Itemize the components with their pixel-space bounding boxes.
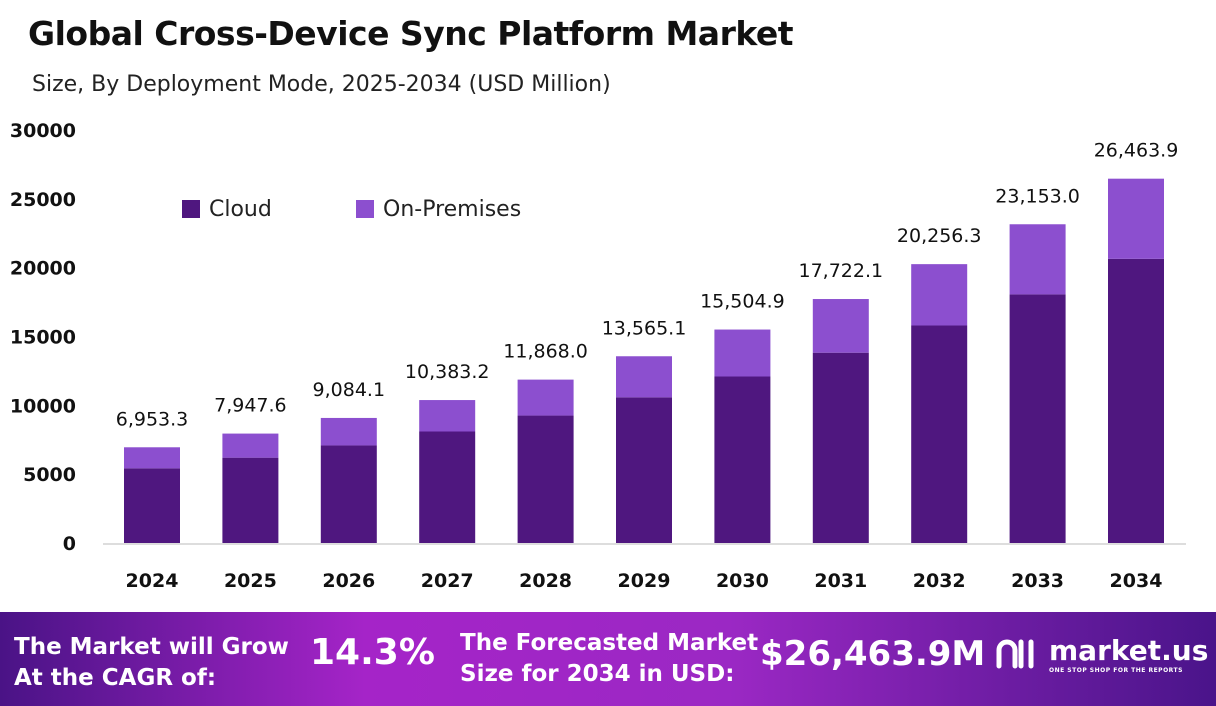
x-tick-label: 2032 — [913, 570, 966, 592]
data-label-2025: 7,947.6 — [214, 395, 287, 417]
chart-title: Global Cross-Device Sync Platform Market — [28, 14, 794, 53]
bar-cloud-2026 — [320, 445, 377, 543]
legend-swatch-cloud — [182, 200, 200, 218]
legend-swatch-on-premises — [356, 200, 374, 218]
logo-icon — [996, 639, 1034, 669]
x-tick-label: 2026 — [322, 570, 375, 592]
bar-on-premises-2024 — [124, 447, 180, 469]
bar-on-premises-2030 — [714, 329, 771, 377]
bar-cloud-2029 — [616, 397, 672, 543]
y-tick-label: 5000 — [23, 464, 76, 486]
x-tick-label: 2028 — [519, 570, 572, 592]
x-tick-label: 2025 — [224, 570, 277, 592]
y-tick-label: 10000 — [10, 395, 76, 417]
data-label-2029: 13,565.1 — [602, 317, 687, 339]
bar-on-premises-2028 — [517, 379, 574, 416]
x-tick-label: 2027 — [421, 570, 474, 592]
logo-tagline: ONE STOP SHOP FOR THE REPORTS — [1049, 667, 1183, 674]
bar-on-premises-2027 — [419, 400, 476, 432]
bar-on-premises-2025 — [222, 433, 279, 458]
y-tick-label: 30000 — [10, 120, 76, 142]
bar-cloud-2031 — [812, 352, 869, 543]
data-label-2033: 23,153.0 — [995, 185, 1080, 207]
bar-cloud-2024 — [124, 468, 180, 543]
data-label-2030: 15,504.9 — [700, 291, 785, 313]
x-tick-label: 2031 — [814, 570, 867, 592]
bar-cloud-2030 — [714, 376, 771, 543]
data-label-2024: 6,953.3 — [116, 408, 189, 430]
cagr-label: The Market will Grow At the CAGR of: — [14, 634, 289, 691]
bar-on-premises-2026 — [320, 417, 377, 446]
x-tick-label: 2033 — [1011, 570, 1064, 592]
bar-cloud-2025 — [222, 457, 279, 543]
chart-subtitle: Size, By Deployment Mode, 2025-2034 (USD… — [32, 72, 611, 97]
bar-cloud-2028 — [517, 415, 574, 543]
bar-on-premises-2031 — [812, 299, 869, 353]
market-us-logo: market.us ONE STOP SHOP FOR THE REPORTS — [995, 634, 1208, 674]
data-label-2032: 20,256.3 — [897, 225, 982, 247]
cagr-value: 14.3% — [310, 632, 435, 673]
bar-on-premises-2034 — [1108, 178, 1164, 259]
data-label-2027: 10,383.2 — [405, 361, 490, 383]
bar-cloud-2034 — [1108, 258, 1164, 543]
bar-cloud-2027 — [419, 431, 476, 543]
y-tick-label: 20000 — [10, 258, 76, 280]
data-label-2034: 26,463.9 — [1094, 140, 1179, 162]
data-label-2026: 9,084.1 — [313, 379, 386, 401]
y-tick-label: 25000 — [10, 189, 76, 211]
data-label-2031: 17,722.1 — [798, 260, 883, 282]
bar-cloud-2033 — [1009, 294, 1066, 543]
data-label-2028: 11,868.0 — [503, 341, 588, 363]
bar-on-premises-2033 — [1009, 224, 1066, 295]
forecast-label: The Forecasted Market Size for 2034 in U… — [460, 630, 759, 687]
forecast-value: $26,463.9M — [760, 634, 986, 674]
x-tick-label: 2029 — [618, 570, 671, 592]
legend-label-on-premises: On-Premises — [383, 197, 521, 222]
bar-cloud-2032 — [911, 325, 968, 543]
bar-chart: 0 5000 10000 15000 20000 25000 30000 6,953.3 202… — [10, 120, 1186, 592]
summary-banner: The Market will Grow At the CAGR of: 14.… — [0, 612, 1216, 706]
x-tick-label: 2024 — [126, 570, 179, 592]
y-tick-label: 0 — [63, 533, 76, 555]
y-tick-label: 15000 — [10, 327, 76, 349]
x-tick-label: 2030 — [716, 570, 769, 592]
bar-on-premises-2029 — [616, 356, 672, 398]
x-tick-label: 2034 — [1110, 570, 1163, 592]
bar-on-premises-2032 — [911, 264, 968, 326]
logo-text: market.us — [1049, 634, 1209, 667]
legend-label-cloud: Cloud — [209, 197, 272, 222]
